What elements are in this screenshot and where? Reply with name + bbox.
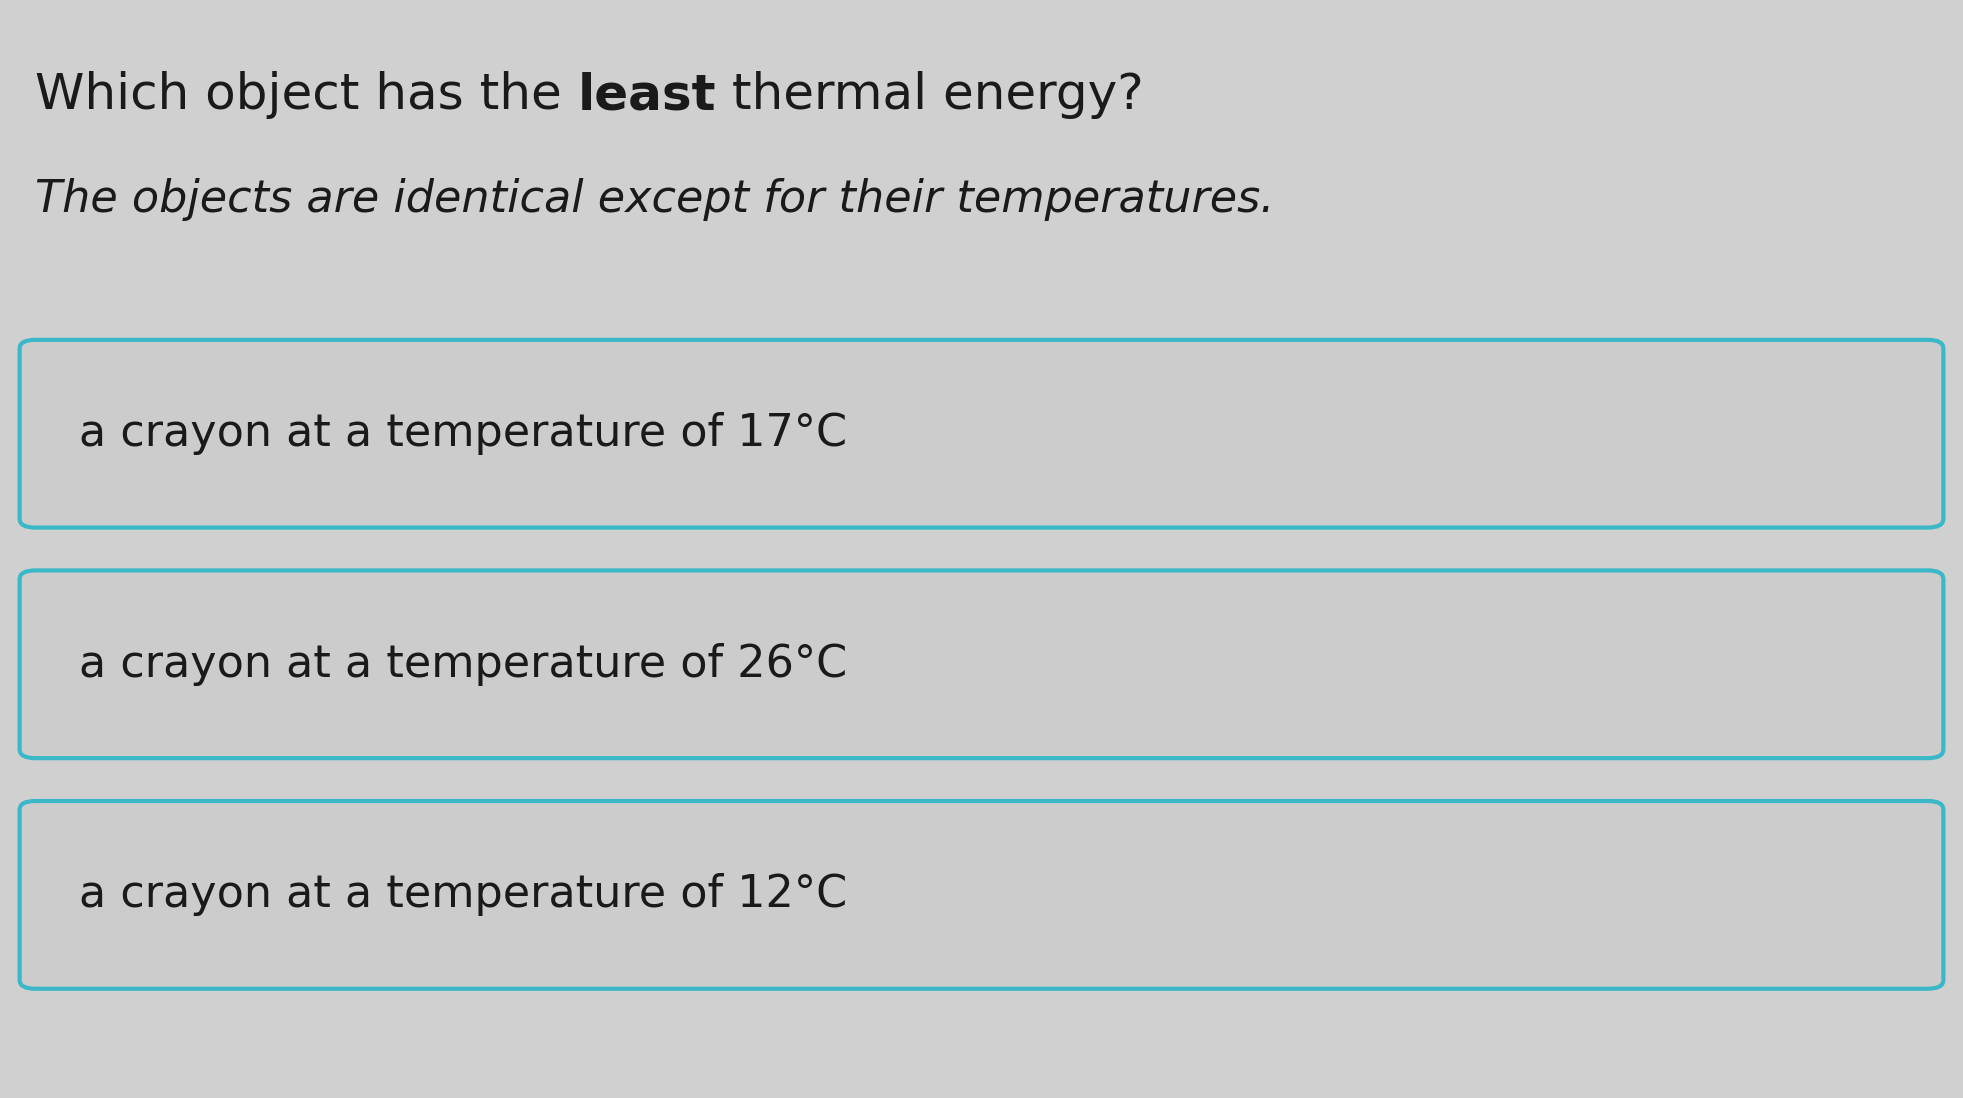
Text: a crayon at a temperature of 17°C: a crayon at a temperature of 17°C: [79, 412, 846, 456]
Text: a crayon at a temperature of 26°C: a crayon at a temperature of 26°C: [79, 642, 846, 686]
Text: least: least: [577, 71, 716, 120]
Text: Which object has the: Which object has the: [35, 71, 577, 120]
FancyBboxPatch shape: [20, 802, 1943, 988]
FancyBboxPatch shape: [20, 571, 1943, 758]
Text: The objects are identical except for their temperatures.: The objects are identical except for the…: [35, 178, 1274, 221]
Text: a crayon at a temperature of 12°C: a crayon at a temperature of 12°C: [79, 873, 846, 917]
FancyBboxPatch shape: [20, 340, 1943, 528]
Text: thermal energy?: thermal energy?: [716, 71, 1144, 120]
